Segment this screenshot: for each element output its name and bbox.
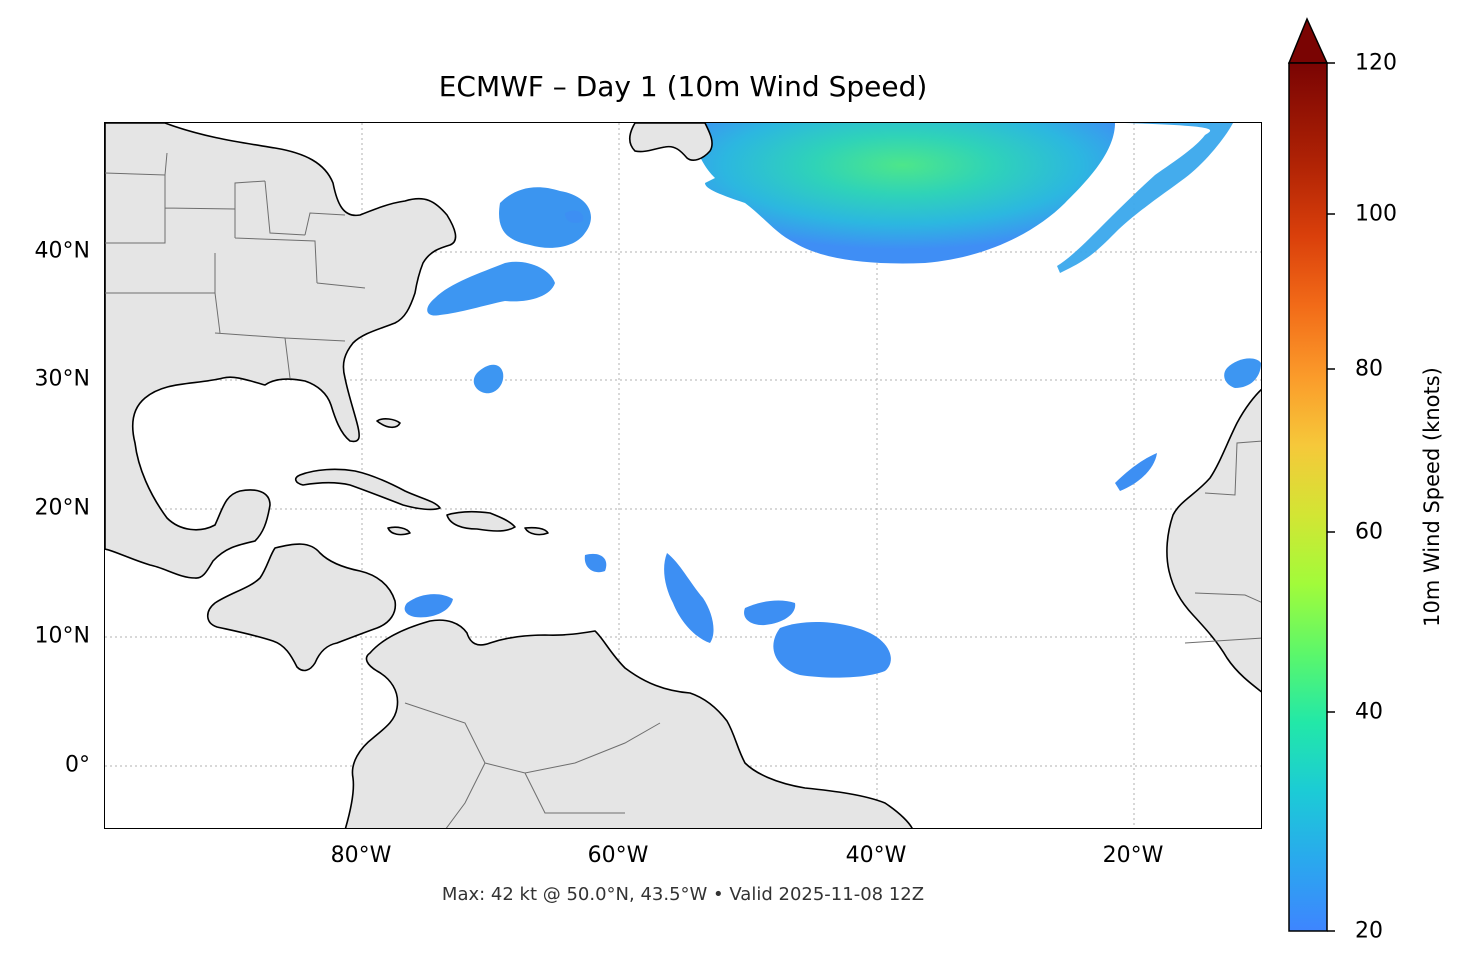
wind-region-small-2 <box>1115 453 1157 491</box>
land-greenland-canada <box>628 123 713 161</box>
wind-region-small-1 <box>584 553 607 573</box>
map-canvas <box>105 123 1261 828</box>
political-borders <box>105 152 1261 828</box>
land <box>105 123 1261 828</box>
land-jamaica <box>387 526 411 536</box>
wind-region-bermuda <box>473 364 504 394</box>
wind-region-ne-us <box>499 187 591 248</box>
land-africa <box>1166 388 1261 693</box>
lat-tick-30n: 30°N <box>34 366 90 392</box>
lon-tick-40w: 40°W <box>845 843 907 868</box>
wind-region-tropical-2 <box>773 621 891 678</box>
wind-region-east-band <box>1057 123 1233 273</box>
colorbar-label: 10m Wind Speed (knots) <box>1420 367 1444 627</box>
map-footer: Max: 42 kt @ 50.0°N, 43.5°W • Valid 2025… <box>441 884 925 905</box>
map-frame <box>104 122 1262 829</box>
wind-region-atlantic-east <box>1224 358 1261 388</box>
lat-tick-40n: 40°N <box>34 238 90 264</box>
wind-field <box>404 123 1261 678</box>
colorbar-tick-40: 40 <box>1355 699 1383 725</box>
map-title: ECMWF – Day 1 (10m Wind Speed) <box>438 70 928 103</box>
land-central-america <box>206 543 397 672</box>
colorbar-tick-100: 100 <box>1355 201 1397 227</box>
land-hispaniola <box>446 510 516 532</box>
colorbar-tick-80: 80 <box>1355 356 1383 382</box>
wind-region-offshore <box>427 261 555 316</box>
colorbar-tick-60: 60 <box>1355 519 1383 545</box>
wind-region-tropical-3 <box>744 600 796 626</box>
land-north-america <box>105 123 457 579</box>
land-south-america <box>344 619 913 828</box>
lat-tick-20n: 20°N <box>34 495 90 521</box>
land-florida-keys <box>376 418 401 429</box>
lon-tick-60w: 60°W <box>587 843 649 868</box>
wind-region-caribbean <box>404 594 453 618</box>
wind-region-north-atlantic <box>690 123 1115 264</box>
colorbar-tick-120: 120 <box>1355 50 1397 76</box>
lon-tick-20w: 20°W <box>1102 843 1164 868</box>
wind-region-small-3 <box>565 210 584 223</box>
land-cuba <box>294 468 441 511</box>
gridlines <box>105 123 1261 828</box>
colorbar-tick-20: 20 <box>1355 918 1383 944</box>
land-puerto-rico <box>524 526 549 536</box>
colorbar <box>1287 17 1335 932</box>
lat-tick-0: 0° <box>65 752 90 778</box>
lat-tick-10n: 10°N <box>34 623 90 649</box>
lon-tick-80w: 80°W <box>330 843 392 868</box>
wind-region-tropical-1 <box>664 553 714 643</box>
